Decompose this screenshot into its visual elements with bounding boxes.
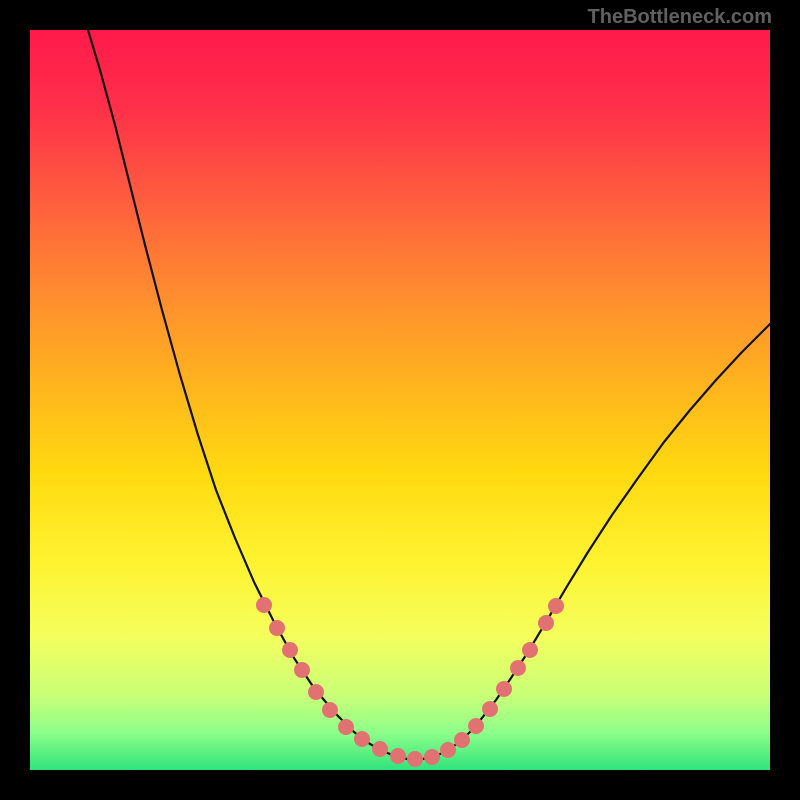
marker-dot [322, 702, 338, 718]
marker-dot [308, 684, 324, 700]
marker-dot [338, 719, 354, 735]
marker-dot [538, 615, 554, 631]
marker-dot [256, 597, 272, 613]
plot-area [30, 30, 770, 770]
marker-dot [407, 751, 423, 767]
watermark-text: TheBottleneck.com [588, 6, 772, 29]
stage: TheBottleneck.com [0, 0, 800, 800]
marker-dot [468, 718, 484, 734]
marker-layer [30, 30, 770, 770]
marker-dot [496, 681, 512, 697]
marker-dot [282, 642, 298, 658]
marker-dot [354, 731, 370, 747]
marker-dot [390, 748, 406, 764]
marker-dot [522, 642, 538, 658]
marker-dot [269, 620, 285, 636]
marker-dot [440, 742, 456, 758]
marker-dot [482, 701, 498, 717]
marker-dot [454, 732, 470, 748]
marker-dot [372, 741, 388, 757]
marker-dot [424, 749, 440, 765]
marker-dot [510, 660, 526, 676]
marker-dot [548, 598, 564, 614]
marker-dot [294, 662, 310, 678]
